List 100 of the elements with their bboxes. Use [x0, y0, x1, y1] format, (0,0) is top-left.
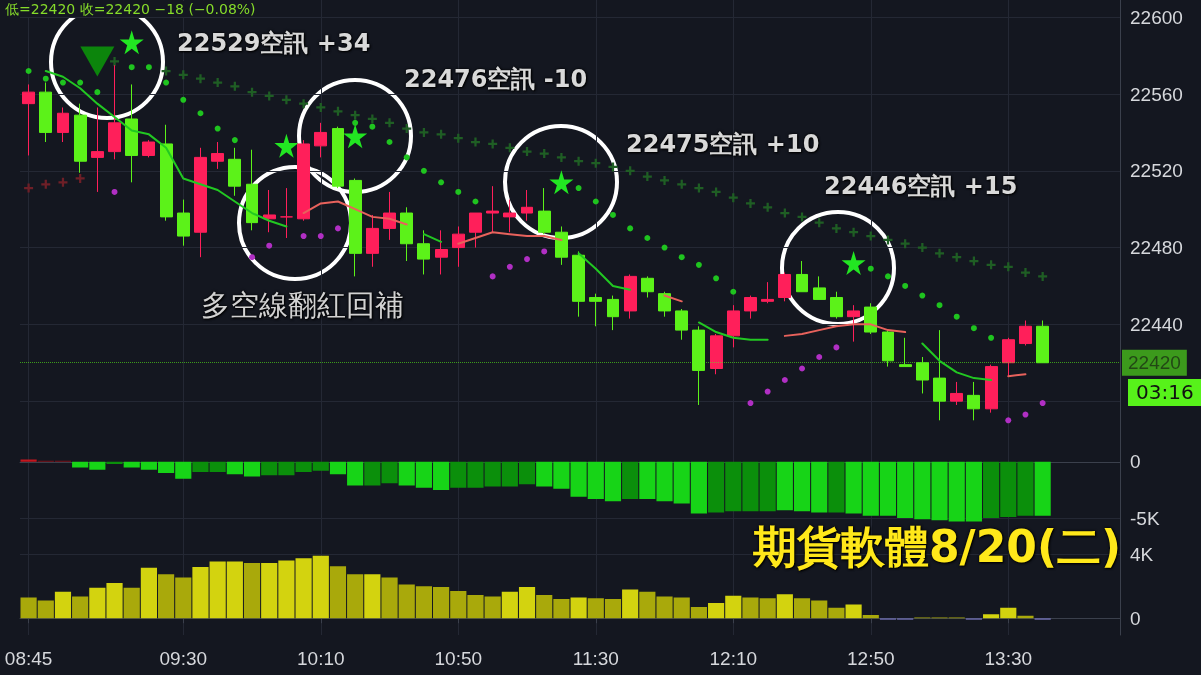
annotation: 低=22420 收=22420 −18 (−0.08%) — [2, 1, 259, 18]
candlestick — [74, 103, 87, 174]
point — [230, 81, 240, 91]
point — [281, 95, 291, 105]
x-tick-label: 11:30 — [572, 648, 619, 669]
candlestick — [589, 293, 602, 327]
candlestick — [469, 212, 482, 249]
point — [163, 79, 170, 86]
point — [781, 377, 788, 384]
candlestick — [538, 187, 551, 235]
annotation: 22476空訊 -10 — [404, 65, 588, 94]
x-tick-label: 13:30 — [984, 648, 1033, 669]
candlestick — [658, 291, 671, 318]
x-tick-label: 12:50 — [847, 648, 895, 669]
point — [274, 133, 299, 158]
point — [161, 66, 171, 76]
point — [814, 218, 824, 228]
point — [77, 79, 84, 86]
point — [919, 292, 926, 299]
bar — [54, 591, 72, 619]
y-tick-label: 22480 — [1130, 237, 1183, 259]
point — [438, 179, 445, 186]
point — [472, 198, 479, 205]
point — [917, 243, 927, 253]
y-tick-label: 0 — [1130, 451, 1141, 473]
candlestick — [452, 225, 465, 268]
point — [575, 185, 582, 192]
point — [385, 118, 395, 128]
point — [24, 183, 34, 193]
point — [678, 254, 685, 261]
candlestick — [228, 147, 241, 197]
point — [849, 227, 859, 237]
point — [352, 119, 359, 126]
candlestick — [160, 124, 173, 222]
annotation: 22529空訊 +34 — [177, 29, 371, 58]
point — [299, 99, 309, 109]
y-tick-label: 0 — [1130, 607, 1141, 629]
candlestick — [847, 304, 860, 343]
point — [75, 173, 85, 183]
candlestick — [1002, 337, 1015, 377]
candlestick — [864, 302, 877, 335]
candlestick — [297, 139, 310, 222]
point — [797, 212, 807, 222]
candlestick — [744, 295, 757, 320]
point — [266, 242, 273, 249]
point — [1005, 417, 1012, 424]
candlestick — [417, 229, 430, 275]
x-tick-label: 12:10 — [709, 648, 758, 669]
point — [231, 137, 238, 144]
point — [419, 127, 429, 137]
candlestick — [125, 83, 138, 183]
y-tick-label: -5K — [1130, 507, 1160, 529]
y-tick-label: 22560 — [1130, 83, 1183, 105]
point — [197, 110, 204, 117]
point — [59, 79, 66, 86]
point — [369, 123, 376, 130]
candlestick — [1019, 320, 1032, 346]
bar — [140, 567, 157, 619]
candlestick — [675, 308, 688, 341]
candlestick — [435, 229, 448, 275]
point — [505, 143, 515, 153]
point — [94, 89, 101, 96]
bar — [243, 563, 261, 619]
point — [506, 263, 513, 270]
point — [25, 68, 32, 75]
point — [953, 313, 960, 320]
point — [556, 152, 566, 162]
annotation: 22475空訊 +10 — [626, 130, 820, 159]
point — [455, 188, 462, 195]
point — [403, 154, 410, 161]
point — [661, 244, 668, 251]
candlestick — [778, 272, 791, 302]
point — [524, 256, 531, 263]
point — [249, 254, 256, 261]
candlestick — [882, 329, 894, 368]
candlestick — [263, 189, 276, 233]
point — [316, 102, 326, 112]
point — [763, 202, 773, 212]
candlestick — [555, 225, 568, 266]
point — [627, 225, 634, 232]
point — [402, 124, 412, 134]
candlestick — [761, 281, 774, 304]
point — [883, 235, 893, 245]
candlestick — [1036, 320, 1049, 364]
point — [541, 248, 548, 255]
point — [334, 225, 341, 232]
annotation: 22446空訊 +15 — [824, 172, 1018, 201]
point — [574, 156, 584, 166]
point — [195, 74, 205, 84]
text: 03:16 — [1128, 379, 1201, 406]
point — [489, 273, 496, 280]
point — [694, 183, 704, 193]
point — [300, 233, 307, 240]
ref-line-label: 22420 — [1128, 352, 1181, 374]
candlestick — [692, 325, 705, 406]
candlestick — [194, 147, 207, 258]
point — [780, 208, 790, 218]
candlestick — [177, 199, 190, 247]
point — [695, 261, 702, 268]
candlestick — [22, 83, 35, 156]
